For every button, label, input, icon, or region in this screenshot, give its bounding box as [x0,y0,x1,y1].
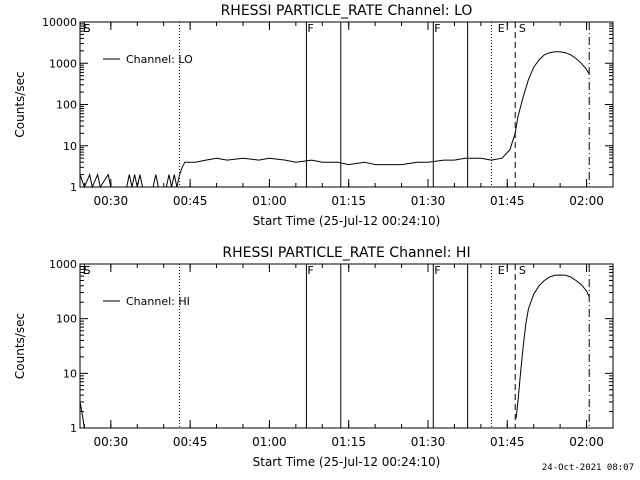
flag-label: E [498,22,505,35]
legend-label: Channel: HI [126,295,190,308]
x-axis-label: Start Time (25-Jul-12 00:24:10) [253,455,441,469]
y-tick-label: 1 [70,181,77,194]
y-tick-label: 1000 [49,258,77,271]
data-series-line [515,274,590,419]
y-tick-label: 100 [56,313,77,326]
flag-label: S [84,22,91,35]
y-axis-label: Counts/sec [13,313,27,379]
chart-title: RHESSI PARTICLE_RATE Channel: LO [221,3,473,19]
plot-frame [79,21,614,188]
x-tick-label: 01:00 [252,194,287,208]
x-tick-label: 01:45 [490,435,525,449]
y-tick-label: 10 [63,367,77,380]
x-tick-label: 00:30 [94,435,129,449]
x-tick-label: 00:45 [173,435,208,449]
footer-timestamp: 24-Oct-2021 08:07 [541,463,634,473]
x-tick-label: 02:00 [569,194,604,208]
flag-label: S [519,22,526,35]
y-axis-label: Counts/sec [13,71,27,137]
flag-label: E [83,264,90,277]
flag-label: F [307,22,313,35]
legend-label: Channel: LO [126,53,193,66]
x-tick-label: 01:30 [411,435,446,449]
x-tick-label: 02:00 [569,435,604,449]
flag-label: E [498,264,505,277]
x-tick-label: 01:15 [331,435,366,449]
flag-label: S [519,264,526,277]
flag-label: F [434,264,440,277]
flag-label: F [307,264,313,277]
y-tick-label: 10000 [42,16,77,29]
y-tick-label: 100 [56,99,77,112]
y-tick-label: 10 [63,140,77,153]
y-tick-label: 1 [70,422,77,435]
x-tick-label: 01:45 [490,194,525,208]
data-series-line [79,401,85,429]
flag-label: F [434,22,440,35]
x-tick-label: 01:15 [331,194,366,208]
data-series-line [79,51,590,189]
flag-label: S [84,264,91,277]
chart-title: RHESSI PARTICLE_RATE Channel: HI [222,245,470,261]
plot-frame [79,263,614,429]
y-tick-label: 1000 [49,57,77,70]
x-axis-label: Start Time (25-Jul-12 00:24:10) [253,214,441,228]
x-tick-label: 00:45 [173,194,208,208]
flag-label: E [83,22,90,35]
x-tick-label: 00:30 [94,194,129,208]
x-tick-label: 01:00 [252,435,287,449]
x-tick-label: 01:30 [411,194,446,208]
